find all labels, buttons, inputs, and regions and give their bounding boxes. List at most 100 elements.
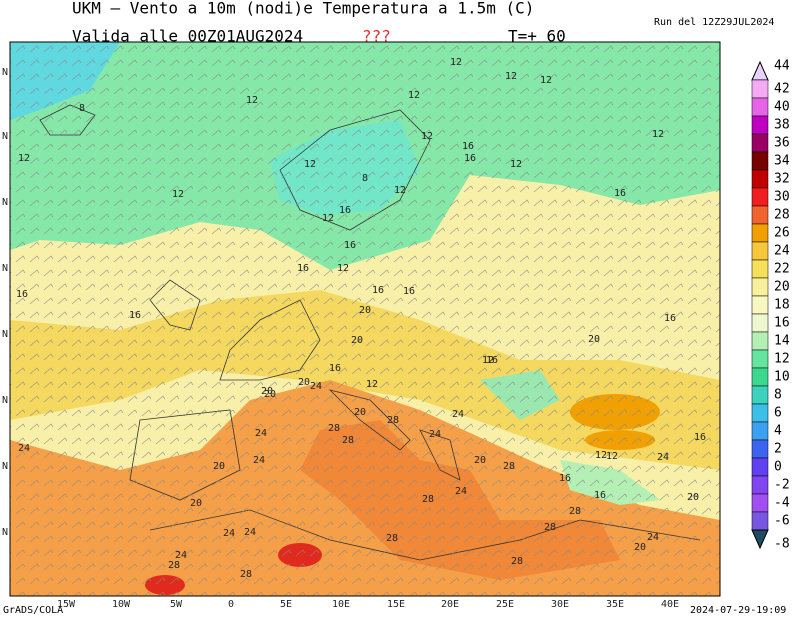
- colorbar-swatch: [751, 223, 769, 243]
- colorbar-swatch: [751, 511, 769, 531]
- colorbar-swatch: [751, 313, 769, 333]
- contour-label: 28: [503, 461, 515, 472]
- colorbar-swatch: [751, 169, 769, 189]
- contour-label: 24: [429, 429, 441, 440]
- colorbar-label: 28: [774, 208, 790, 223]
- contour-label: 24: [253, 455, 265, 466]
- lon-label: 35E: [606, 599, 624, 610]
- map-area: 1281212121212121616121212161212812161616…: [10, 42, 720, 596]
- contour-label: 20: [588, 334, 600, 345]
- lon-label: 25E: [496, 599, 514, 610]
- contour-label: 12: [450, 57, 462, 68]
- colorbar-swatch: [751, 349, 769, 369]
- contour-label: 28: [328, 423, 340, 434]
- contour-label: 28: [422, 494, 434, 505]
- contour-label: 12: [652, 129, 664, 140]
- colorbar-swatch: [751, 367, 769, 387]
- lon-label: 15E: [387, 599, 405, 610]
- contour-label: 16: [403, 286, 415, 297]
- colorbar-label: 8: [774, 388, 782, 403]
- contour-label: 12: [304, 159, 316, 170]
- contour-label: 20: [474, 455, 486, 466]
- contour-label: 12: [595, 450, 607, 461]
- contour-label: 20: [687, 492, 699, 503]
- colorbar-swatch: [751, 421, 769, 441]
- lon-label: 15W: [57, 599, 76, 610]
- contour-label: 16: [594, 490, 606, 501]
- contour-label: 28: [168, 560, 180, 571]
- colorbar-label: 36: [774, 136, 790, 151]
- colorbar-swatch: [751, 187, 769, 207]
- colorbar-swatch: [751, 529, 769, 550]
- lon-label: 40E: [661, 599, 679, 610]
- contour-label: 8: [362, 173, 368, 184]
- contour-label: 16: [16, 289, 28, 300]
- contour-label: 12: [172, 189, 184, 200]
- forecast-step: T=+ 60: [508, 27, 566, 46]
- contour-label: 20: [634, 542, 646, 553]
- lat-label: N: [2, 67, 8, 78]
- footer-right: 2024-07-29-19:09: [690, 605, 786, 616]
- contour-label: 12: [366, 379, 378, 390]
- colorbar-swatch: [751, 79, 769, 99]
- contour-label: 28: [569, 506, 581, 517]
- contour-label: 20: [213, 461, 225, 472]
- flag: ???: [362, 27, 391, 46]
- contour-label: 16: [297, 263, 309, 274]
- contour-label: 24: [255, 428, 267, 439]
- colorbar-label: -8: [774, 537, 790, 552]
- contour-label: 24: [244, 527, 256, 538]
- valid-time: Valida alle 00Z01AUG2024: [72, 27, 303, 46]
- contour-label: 28: [386, 533, 398, 544]
- contour-label: 20: [261, 386, 273, 397]
- colorbar-label: 32: [774, 172, 790, 187]
- lon-label: 20E: [441, 599, 459, 610]
- lat-label: N: [2, 395, 8, 406]
- contour-label: 28: [511, 556, 523, 567]
- colorbar-swatch: [751, 457, 769, 477]
- contour-label: 24: [310, 381, 322, 392]
- contour-label: 12: [18, 153, 30, 164]
- colorbar-label: 22: [774, 262, 790, 277]
- colorbar-swatch: [751, 295, 769, 315]
- contour-label: 28: [544, 522, 556, 533]
- colorbar-swatch: [751, 133, 769, 153]
- lon-label: 0: [228, 599, 234, 610]
- contour-label: 12: [408, 90, 420, 101]
- colorbar-swatch: [751, 60, 769, 81]
- contour-label: 16: [464, 153, 476, 164]
- contour-label: 12: [540, 75, 552, 86]
- map-frame: [9, 41, 721, 597]
- footer-left: GrADS/COLA: [3, 605, 63, 616]
- colorbar-swatch: [751, 475, 769, 495]
- contour-label: 16: [339, 205, 351, 216]
- colorbar-swatch: [751, 151, 769, 171]
- contour-label: 24: [647, 532, 659, 543]
- colorbar-label: -2: [774, 478, 790, 493]
- contour-label: 12: [505, 71, 517, 82]
- colorbar-label: 2: [774, 442, 782, 457]
- contour-label: 16: [559, 473, 571, 484]
- colorbar-label: 38: [774, 118, 790, 133]
- contour-label: 12: [421, 131, 433, 142]
- colorbar-label: 20: [774, 280, 790, 295]
- contour-label: 24: [455, 486, 467, 497]
- colorbar-label: 6: [774, 406, 782, 421]
- colorbar-swatch: [751, 97, 769, 117]
- contour-label: 24: [175, 550, 187, 561]
- lat-label: N: [2, 263, 8, 274]
- lat-label: N: [2, 527, 8, 538]
- colorbar-label: -6: [774, 514, 790, 529]
- colorbar-label: 42: [774, 82, 790, 97]
- colorbar-swatch: [751, 259, 769, 279]
- colorbar-label: 10: [774, 370, 790, 385]
- colorbar-swatch: [751, 277, 769, 297]
- colorbar-label: 4: [774, 424, 782, 439]
- contour-label: 12: [322, 213, 334, 224]
- contour-label: 16: [129, 310, 141, 321]
- contour-label: 28: [342, 435, 354, 446]
- contour-label: 24: [657, 452, 669, 463]
- colorbar-label: 0: [774, 460, 782, 475]
- colorbar-swatch: [751, 439, 769, 459]
